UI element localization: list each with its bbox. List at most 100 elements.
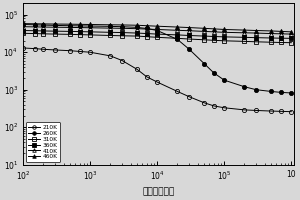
260K: [135, 26, 139, 29]
360K: [243, 36, 246, 39]
360K: [21, 29, 25, 32]
360K: [188, 34, 191, 37]
310K: [243, 40, 246, 43]
410K: [21, 26, 25, 28]
210K: [88, 51, 92, 53]
460K: [78, 23, 82, 26]
210K: [279, 110, 283, 113]
210K: [254, 109, 258, 112]
410K: [145, 28, 149, 30]
310K: [120, 35, 124, 37]
310K: [145, 35, 149, 38]
X-axis label: 频率（赫兹）: 频率（赫兹）: [142, 188, 175, 197]
260K: [223, 79, 226, 81]
410K: [42, 26, 45, 28]
310K: [269, 41, 273, 43]
310K: [254, 41, 258, 43]
210K: [269, 110, 273, 112]
460K: [21, 22, 25, 25]
460K: [279, 30, 283, 33]
410K: [188, 30, 191, 32]
460K: [33, 23, 37, 25]
Line: 260K: 260K: [21, 22, 293, 95]
Line: 460K: 460K: [21, 22, 293, 34]
410K: [176, 29, 179, 31]
Line: 210K: 210K: [21, 46, 293, 114]
260K: [21, 23, 25, 26]
210K: [243, 109, 246, 111]
210K: [145, 76, 149, 78]
210K: [68, 49, 72, 52]
310K: [176, 37, 179, 40]
460K: [254, 29, 258, 32]
210K: [42, 48, 45, 50]
460K: [202, 27, 206, 30]
260K: [279, 91, 283, 94]
360K: [33, 30, 37, 32]
360K: [269, 37, 273, 39]
360K: [42, 30, 45, 32]
310K: [21, 32, 25, 35]
360K: [202, 35, 206, 37]
310K: [109, 34, 112, 37]
310K: [212, 39, 216, 42]
410K: [243, 32, 246, 34]
310K: [42, 33, 45, 35]
360K: [109, 31, 112, 34]
Line: 410K: 410K: [21, 25, 293, 36]
Legend: 210K, 260K, 310K, 360K, 410K, 460K: 210K, 260K, 310K, 360K, 410K, 460K: [26, 122, 60, 162]
360K: [145, 32, 149, 35]
360K: [135, 32, 139, 34]
410K: [120, 27, 124, 30]
260K: [290, 92, 293, 94]
460K: [290, 31, 293, 33]
260K: [176, 38, 179, 41]
260K: [33, 24, 37, 26]
410K: [155, 28, 159, 31]
460K: [188, 26, 191, 29]
Line: 310K: 310K: [21, 31, 293, 45]
260K: [202, 62, 206, 65]
410K: [202, 30, 206, 33]
410K: [223, 31, 226, 34]
410K: [254, 32, 258, 34]
460K: [120, 24, 124, 26]
210K: [135, 68, 139, 71]
460K: [145, 25, 149, 27]
260K: [88, 25, 92, 27]
260K: [212, 72, 216, 74]
210K: [188, 96, 191, 98]
210K: [120, 59, 124, 62]
410K: [88, 27, 92, 29]
260K: [155, 29, 159, 32]
210K: [212, 105, 216, 107]
360K: [68, 30, 72, 33]
460K: [88, 23, 92, 26]
360K: [279, 37, 283, 39]
310K: [88, 34, 92, 36]
210K: [223, 107, 226, 109]
360K: [78, 30, 82, 33]
310K: [78, 33, 82, 36]
460K: [269, 30, 273, 32]
360K: [223, 36, 226, 38]
310K: [188, 38, 191, 40]
260K: [254, 89, 258, 91]
310K: [290, 41, 293, 44]
460K: [68, 23, 72, 25]
310K: [202, 39, 206, 41]
310K: [223, 40, 226, 42]
360K: [176, 34, 179, 36]
260K: [120, 26, 124, 28]
310K: [53, 33, 57, 35]
310K: [279, 41, 283, 44]
410K: [279, 33, 283, 35]
460K: [135, 24, 139, 26]
260K: [68, 25, 72, 27]
260K: [42, 24, 45, 26]
260K: [53, 24, 57, 27]
210K: [53, 49, 57, 51]
460K: [176, 26, 179, 28]
210K: [202, 102, 206, 104]
460K: [223, 28, 226, 31]
